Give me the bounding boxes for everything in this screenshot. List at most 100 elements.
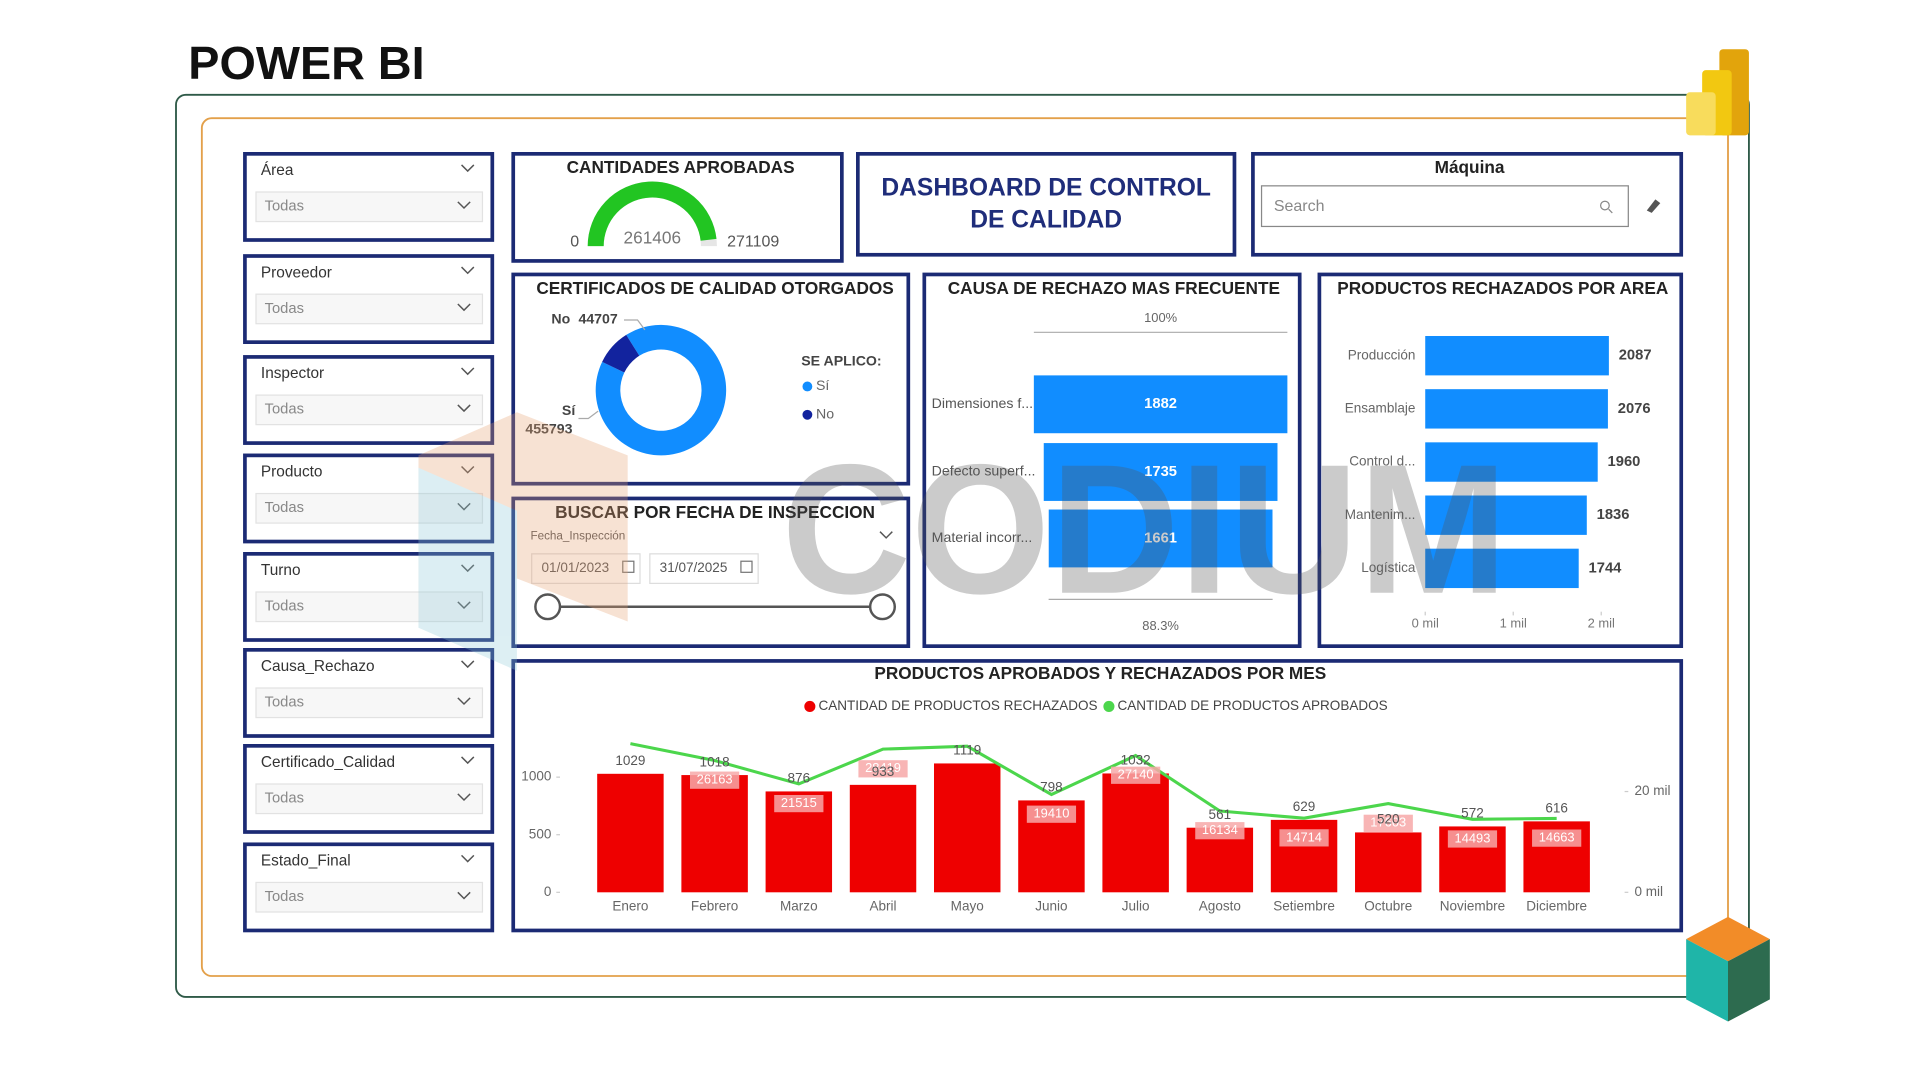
page-title: POWER BI (188, 37, 424, 89)
slicer-label: Proveedor (261, 264, 332, 281)
slicer-dropdown[interactable] (255, 293, 484, 325)
chevron-icon (457, 303, 471, 312)
funnel-value: 1735 (1144, 464, 1177, 480)
x-tick-label: 2 mil (1588, 615, 1615, 630)
slicer-dropdown[interactable] (255, 492, 484, 524)
funnel-bar (1043, 443, 1278, 501)
legend-label: CANTIDAD DE PRODUCTOS APROBADOS (1118, 698, 1388, 713)
approved-value-label: 21515 (781, 795, 817, 810)
chevron-icon (461, 465, 475, 474)
powerbi-logo (1686, 49, 1749, 136)
slicer-dropdown[interactable] (255, 881, 484, 913)
y2-tick-label: 0 mil (1634, 884, 1663, 899)
slider-handle[interactable] (868, 593, 897, 621)
x-tick-label: Enero (612, 899, 648, 914)
gauge-min: 0 (570, 234, 579, 251)
search-icon-handle (1608, 208, 1613, 214)
x-tick-label: Noviembre (1440, 899, 1505, 914)
y-tick-label: 0 (544, 884, 552, 899)
bar (1425, 495, 1587, 535)
approved-label-box (858, 760, 908, 778)
slicer-value: Todas (265, 500, 304, 516)
approved-label-box (1363, 814, 1413, 832)
leader-line (624, 319, 646, 331)
y-category-label: Logística (1361, 560, 1416, 575)
funnel-title: CAUSA DE RECHAZO MAS FRECUENTE (948, 278, 1280, 298)
approved-label-box (774, 794, 824, 813)
bar (597, 773, 664, 893)
chevron-icon (461, 367, 475, 376)
rejected-value-label: 1032 (1121, 753, 1151, 768)
approved-value-label: 27140 (1118, 767, 1154, 782)
funnel-value: 1661 (1144, 530, 1177, 546)
title-panel (856, 152, 1237, 257)
funnel-category: Defecto superf... (932, 463, 1036, 479)
slicer-dropdown[interactable] (255, 191, 484, 223)
approved-value-label: 14714 (1286, 829, 1322, 844)
slicer-value: Todas (265, 889, 304, 905)
slicer-dropdown[interactable] (255, 687, 484, 719)
funnel-value: 1882 (1144, 396, 1177, 412)
donut-title: CERTIFICADOS DE CALIDAD OTORGADOS (536, 278, 893, 298)
funnel-category: Dimensiones f... (932, 395, 1033, 411)
slicer-dropdown[interactable] (255, 394, 484, 426)
funnel-bar (1048, 509, 1273, 568)
date-input[interactable] (531, 553, 641, 584)
leader-line (578, 410, 599, 420)
x-tick-label: Junio (1035, 899, 1067, 914)
date-input[interactable] (649, 553, 759, 584)
bar-value-label: 2076 (1618, 401, 1651, 417)
slicer-label: Estado_Final (261, 853, 351, 870)
y-category-label: Mantenim... (1345, 507, 1416, 522)
legend-marker (802, 381, 813, 392)
chevron-icon (457, 697, 471, 706)
calendar-icon (622, 560, 635, 573)
chevron-icon (461, 756, 475, 765)
bar-value-label: 2087 (1619, 348, 1652, 364)
bar-value-label: 1744 (1589, 560, 1623, 576)
slicer-value: Todas (265, 402, 304, 418)
approved-value-label: 16134 (1202, 822, 1238, 837)
slicer-dropdown[interactable] (255, 783, 484, 815)
funnel-bottom-percent: 88.3% (1142, 618, 1179, 633)
slicer-value: Todas (265, 301, 304, 317)
rejected-value-label: 616 (1545, 801, 1568, 816)
slider-handle[interactable] (534, 593, 562, 621)
calendar-icon (740, 560, 753, 573)
slicer-value: Todas (265, 791, 304, 807)
slicer-value: Todas (265, 199, 304, 215)
slicer-label: Turno (261, 562, 301, 579)
slicer-label: Causa_Rechazo (261, 658, 375, 675)
y-category-label: Ensamblaje (1345, 400, 1416, 415)
chevron-icon (457, 502, 471, 511)
funnel-bar (1033, 375, 1288, 434)
rejected-value-label: 1018 (700, 754, 730, 769)
legend-label: No (816, 406, 834, 422)
x-tick-label: 0 mil (1412, 615, 1439, 630)
clear-icon[interactable] (1646, 199, 1661, 213)
slice-label-name: Sí (562, 402, 576, 418)
bar-value-label: 1960 (1608, 454, 1641, 470)
gauge-max: 271109 (727, 234, 779, 251)
y-tick-label: 500 (529, 826, 552, 841)
funnel-top-percent: 100% (1144, 310, 1178, 325)
rejected-value-label: 629 (1293, 799, 1316, 814)
y-tick-label: 1000 (521, 769, 551, 784)
rejected-value-label: 876 (788, 771, 811, 786)
approved-value-label: 28419 (865, 760, 901, 775)
search-box[interactable] (1260, 185, 1629, 228)
bar (1425, 336, 1609, 376)
x-tick-label: Mayo (951, 899, 984, 914)
chevron-icon (461, 564, 475, 573)
bar (934, 763, 1001, 893)
brand-cube (1686, 916, 1770, 1022)
approved-label-box (1447, 830, 1498, 848)
slicer-dropdown[interactable] (255, 591, 484, 623)
rejected-value-label: 561 (1209, 807, 1232, 822)
dashboard-title: DASHBOARD DE CONTROL DE CALIDAD (881, 174, 1211, 234)
chevron-icon (457, 891, 471, 900)
approved-label-box (1279, 829, 1329, 847)
approved-value-label: 14663 (1539, 830, 1575, 845)
date-value: 31/07/2025 (660, 560, 728, 575)
chevron-icon (457, 601, 471, 610)
